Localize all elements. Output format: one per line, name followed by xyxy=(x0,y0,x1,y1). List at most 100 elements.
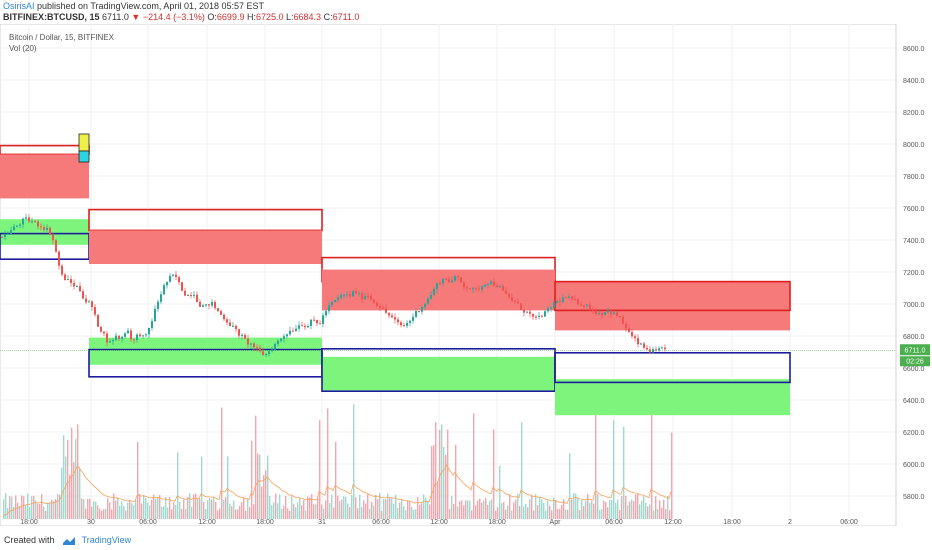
volume-bar xyxy=(347,503,349,519)
candle-body xyxy=(64,274,66,280)
volume-bar xyxy=(41,494,43,519)
volume-bar xyxy=(605,501,607,519)
volume-bar xyxy=(151,499,153,519)
candle-body xyxy=(133,339,135,341)
candle-body xyxy=(226,319,228,323)
volume-bar xyxy=(435,422,437,519)
candle-body xyxy=(241,335,243,337)
volume-bar xyxy=(541,499,543,519)
candle-body xyxy=(94,307,96,315)
volume-bar xyxy=(527,507,529,519)
price-tick-label: 6000.0 xyxy=(903,462,925,469)
candle-body xyxy=(292,330,294,332)
volume-bar xyxy=(319,419,321,519)
volume-bar xyxy=(213,496,215,519)
price-tick-label: 8600.0 xyxy=(903,46,925,53)
candle-body xyxy=(70,279,72,283)
candle-body xyxy=(274,344,276,350)
volume-bar xyxy=(99,508,101,519)
volume-bar xyxy=(415,509,417,519)
volume-bar xyxy=(339,500,341,519)
volume-bar xyxy=(433,445,435,519)
supply-fill-zone xyxy=(322,269,555,311)
volume-bar xyxy=(289,510,291,519)
time-tick-label: 06:00 xyxy=(840,519,858,526)
candle-body xyxy=(184,290,186,296)
candle-body xyxy=(223,314,225,320)
candle-body xyxy=(259,347,261,352)
candle-body xyxy=(313,319,315,321)
volume-bar xyxy=(425,497,427,519)
volume-indicator-label[interactable]: Vol (20) xyxy=(9,44,37,53)
candle-body xyxy=(13,226,15,231)
volume-bar xyxy=(333,507,335,519)
volume-bar xyxy=(593,503,595,519)
volume-bar xyxy=(391,498,393,519)
candle-body xyxy=(214,301,216,309)
volume-bar xyxy=(399,502,401,519)
volume-bar xyxy=(145,498,147,519)
volume-bar xyxy=(437,481,439,519)
volume-bar xyxy=(351,494,353,519)
volume-bar xyxy=(637,493,639,519)
volume-bar xyxy=(567,509,569,519)
volume-bar xyxy=(531,495,533,519)
volume-bar xyxy=(193,494,195,519)
volume-bar xyxy=(211,499,213,519)
candle-body xyxy=(10,230,12,234)
volume-bar xyxy=(461,500,463,519)
volume-bar xyxy=(81,498,83,519)
volume-bar xyxy=(631,499,633,519)
author-link[interactable]: OsirisAI xyxy=(3,1,35,11)
candle-body xyxy=(286,334,288,337)
candle-body xyxy=(37,221,39,227)
volume-bar xyxy=(381,510,383,519)
candle-body xyxy=(463,282,465,288)
low-value: 6684.3 xyxy=(293,12,322,22)
candle-body xyxy=(325,311,327,316)
volume-bar xyxy=(551,510,553,519)
volume-bar xyxy=(395,494,397,519)
volume-bar xyxy=(577,497,579,519)
candle-body xyxy=(562,297,564,303)
volume-bar xyxy=(197,498,199,519)
candle-body xyxy=(31,221,33,223)
candle-body xyxy=(535,316,537,318)
volume-bar xyxy=(361,506,363,519)
volume-bar xyxy=(613,420,615,519)
volume-bar xyxy=(47,503,49,519)
volume-bar xyxy=(167,507,169,519)
candle-body xyxy=(454,276,456,281)
price-tick-label: 6200.0 xyxy=(903,430,925,437)
candle-body xyxy=(235,325,237,330)
candle-body xyxy=(40,226,42,228)
candle-body xyxy=(511,297,513,301)
candle-body xyxy=(652,349,654,353)
candle-body xyxy=(247,338,249,345)
candle-body xyxy=(472,288,474,290)
volume-bar xyxy=(483,500,485,519)
tradingview-brand[interactable]: TradingView xyxy=(81,535,132,545)
candle-body xyxy=(232,325,234,327)
volume-bar xyxy=(545,510,547,519)
candle-body xyxy=(625,323,627,329)
volume-bar xyxy=(309,497,311,519)
volume-bar xyxy=(39,504,41,519)
volume-bar xyxy=(665,509,667,519)
candle-body xyxy=(403,325,405,327)
chart-canvas[interactable]: 8600.0 8400.0 8200.0 8000.0 7800.0 7600.0 7400… xyxy=(0,24,932,526)
countdown-badge xyxy=(900,356,930,367)
candle-body xyxy=(355,291,357,294)
candle-body xyxy=(76,286,78,288)
volume-bar xyxy=(419,504,421,519)
candle-body xyxy=(529,311,531,314)
price-tick-label: 5800.0 xyxy=(903,494,925,501)
volume-bar xyxy=(413,510,415,519)
volume-bar xyxy=(471,510,473,519)
candle-body xyxy=(664,347,666,350)
price-tick-label: 7200.0 xyxy=(903,270,925,277)
volume-bar xyxy=(59,494,61,519)
tradingview-logo-icon xyxy=(63,536,76,545)
volume-bar xyxy=(585,500,587,519)
candle-body xyxy=(193,294,195,296)
